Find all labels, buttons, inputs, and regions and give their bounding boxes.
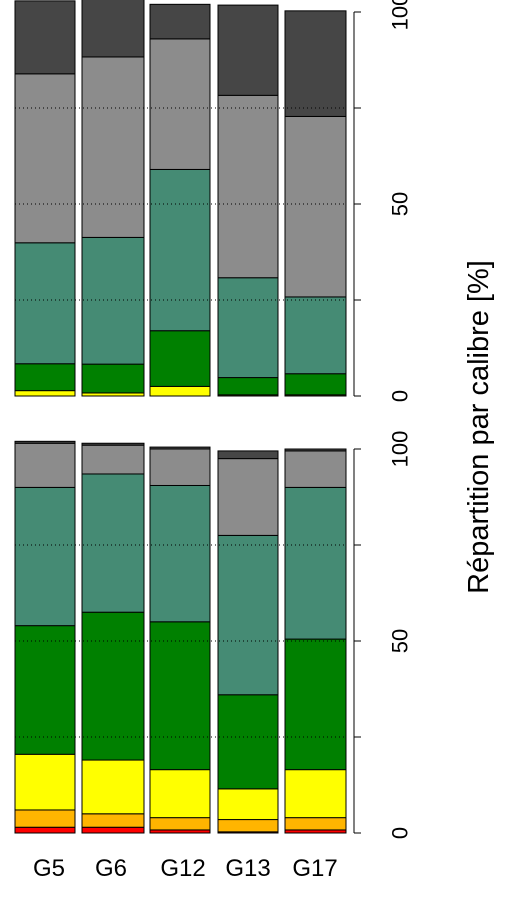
bar-segment-G5-3 (14, 625, 76, 755)
bar-segment-G5-4 (14, 0, 76, 75)
bar-segment-G13-3 (217, 694, 279, 790)
bar-segment-G13-2 (217, 277, 279, 379)
bar-segment-G5-0 (14, 390, 76, 397)
bar-segment-G5-2 (14, 242, 76, 365)
bar-segment-G17-2 (284, 296, 347, 375)
bar-segment-G13-1 (217, 819, 279, 833)
bar-segment-G12-4 (149, 3, 211, 40)
bar-segment-G5-0 (14, 826, 76, 834)
bar-segment-G13-2 (217, 788, 279, 821)
category-label-G12: G12 (160, 855, 205, 882)
bar-segment-G17-4 (284, 486, 347, 640)
bar-segment-G13-5 (217, 458, 279, 536)
bar-segment-G6-5 (81, 444, 145, 475)
bar-segment-G5-1 (14, 809, 76, 828)
category-label-G13: G13 (225, 855, 270, 882)
y-tick-label: 100 (388, 431, 413, 468)
bar-segment-G5-5 (14, 442, 76, 488)
bar-segment-G5-6 (14, 440, 76, 444)
y-tick-label: 100 (388, 0, 413, 30)
bar-segment-G6-0 (81, 826, 145, 834)
bar-segment-G12-0 (149, 385, 211, 397)
bar-segment-G17-2 (284, 769, 347, 819)
bar-segment-G17-1 (284, 817, 347, 831)
bar-segment-G13-4 (217, 534, 279, 696)
bar-segment-G17-4 (284, 10, 347, 117)
y-tick-label: 0 (388, 827, 413, 839)
bar-segment-G6-1 (81, 813, 145, 828)
bar-segment-G12-5 (149, 448, 211, 486)
bar-segment-G12-2 (149, 769, 211, 819)
bar-segment-G5-3 (14, 73, 76, 244)
bar-segment-G13-6 (217, 450, 279, 460)
bar-segment-G5-4 (14, 486, 76, 627)
category-label-G17: G17 (292, 855, 337, 882)
bar-segment-G13-4 (217, 4, 279, 96)
bar-segment-G12-2 (149, 168, 211, 332)
y-tick-label: 0 (388, 390, 413, 402)
bar-segment-G12-3 (149, 621, 211, 771)
bar-segment-G6-2 (81, 759, 145, 815)
bar-segment-G17-3 (284, 115, 347, 298)
bar-segment-G5-1 (14, 363, 76, 392)
category-label-G5: G5 (33, 855, 65, 882)
bar-segment-G13-1 (217, 377, 279, 396)
bar-segment-G17-3 (284, 638, 347, 771)
bar-segment-G12-3 (149, 38, 211, 170)
bar-segment-G6-3 (81, 611, 145, 761)
bar-segment-G12-1 (149, 330, 211, 387)
bar-segment-G6-6 (81, 442, 145, 446)
category-label-G6: G6 (95, 855, 127, 882)
bar-segment-G12-4 (149, 484, 211, 623)
bar-segment-G17-5 (284, 450, 347, 488)
bar-segment-G6-3 (81, 56, 145, 238)
y-tick-label: 50 (388, 629, 413, 653)
bar-segment-G6-4 (81, 0, 145, 58)
bar-segment-G17-1 (284, 373, 347, 396)
bar-segment-G6-1 (81, 363, 145, 394)
bar-segment-G12-6 (149, 446, 211, 450)
bar-segment-G6-4 (81, 473, 145, 613)
bar-segment-G6-2 (81, 236, 145, 365)
y-axis-title: Répartition par calibre [%] (463, 260, 495, 594)
bar-segment-G17-6 (284, 448, 347, 452)
bar-segment-G12-1 (149, 817, 211, 831)
bar-segment-G13-3 (217, 94, 279, 279)
bar-segment-G5-2 (14, 753, 76, 811)
y-tick-label: 50 (388, 192, 413, 216)
